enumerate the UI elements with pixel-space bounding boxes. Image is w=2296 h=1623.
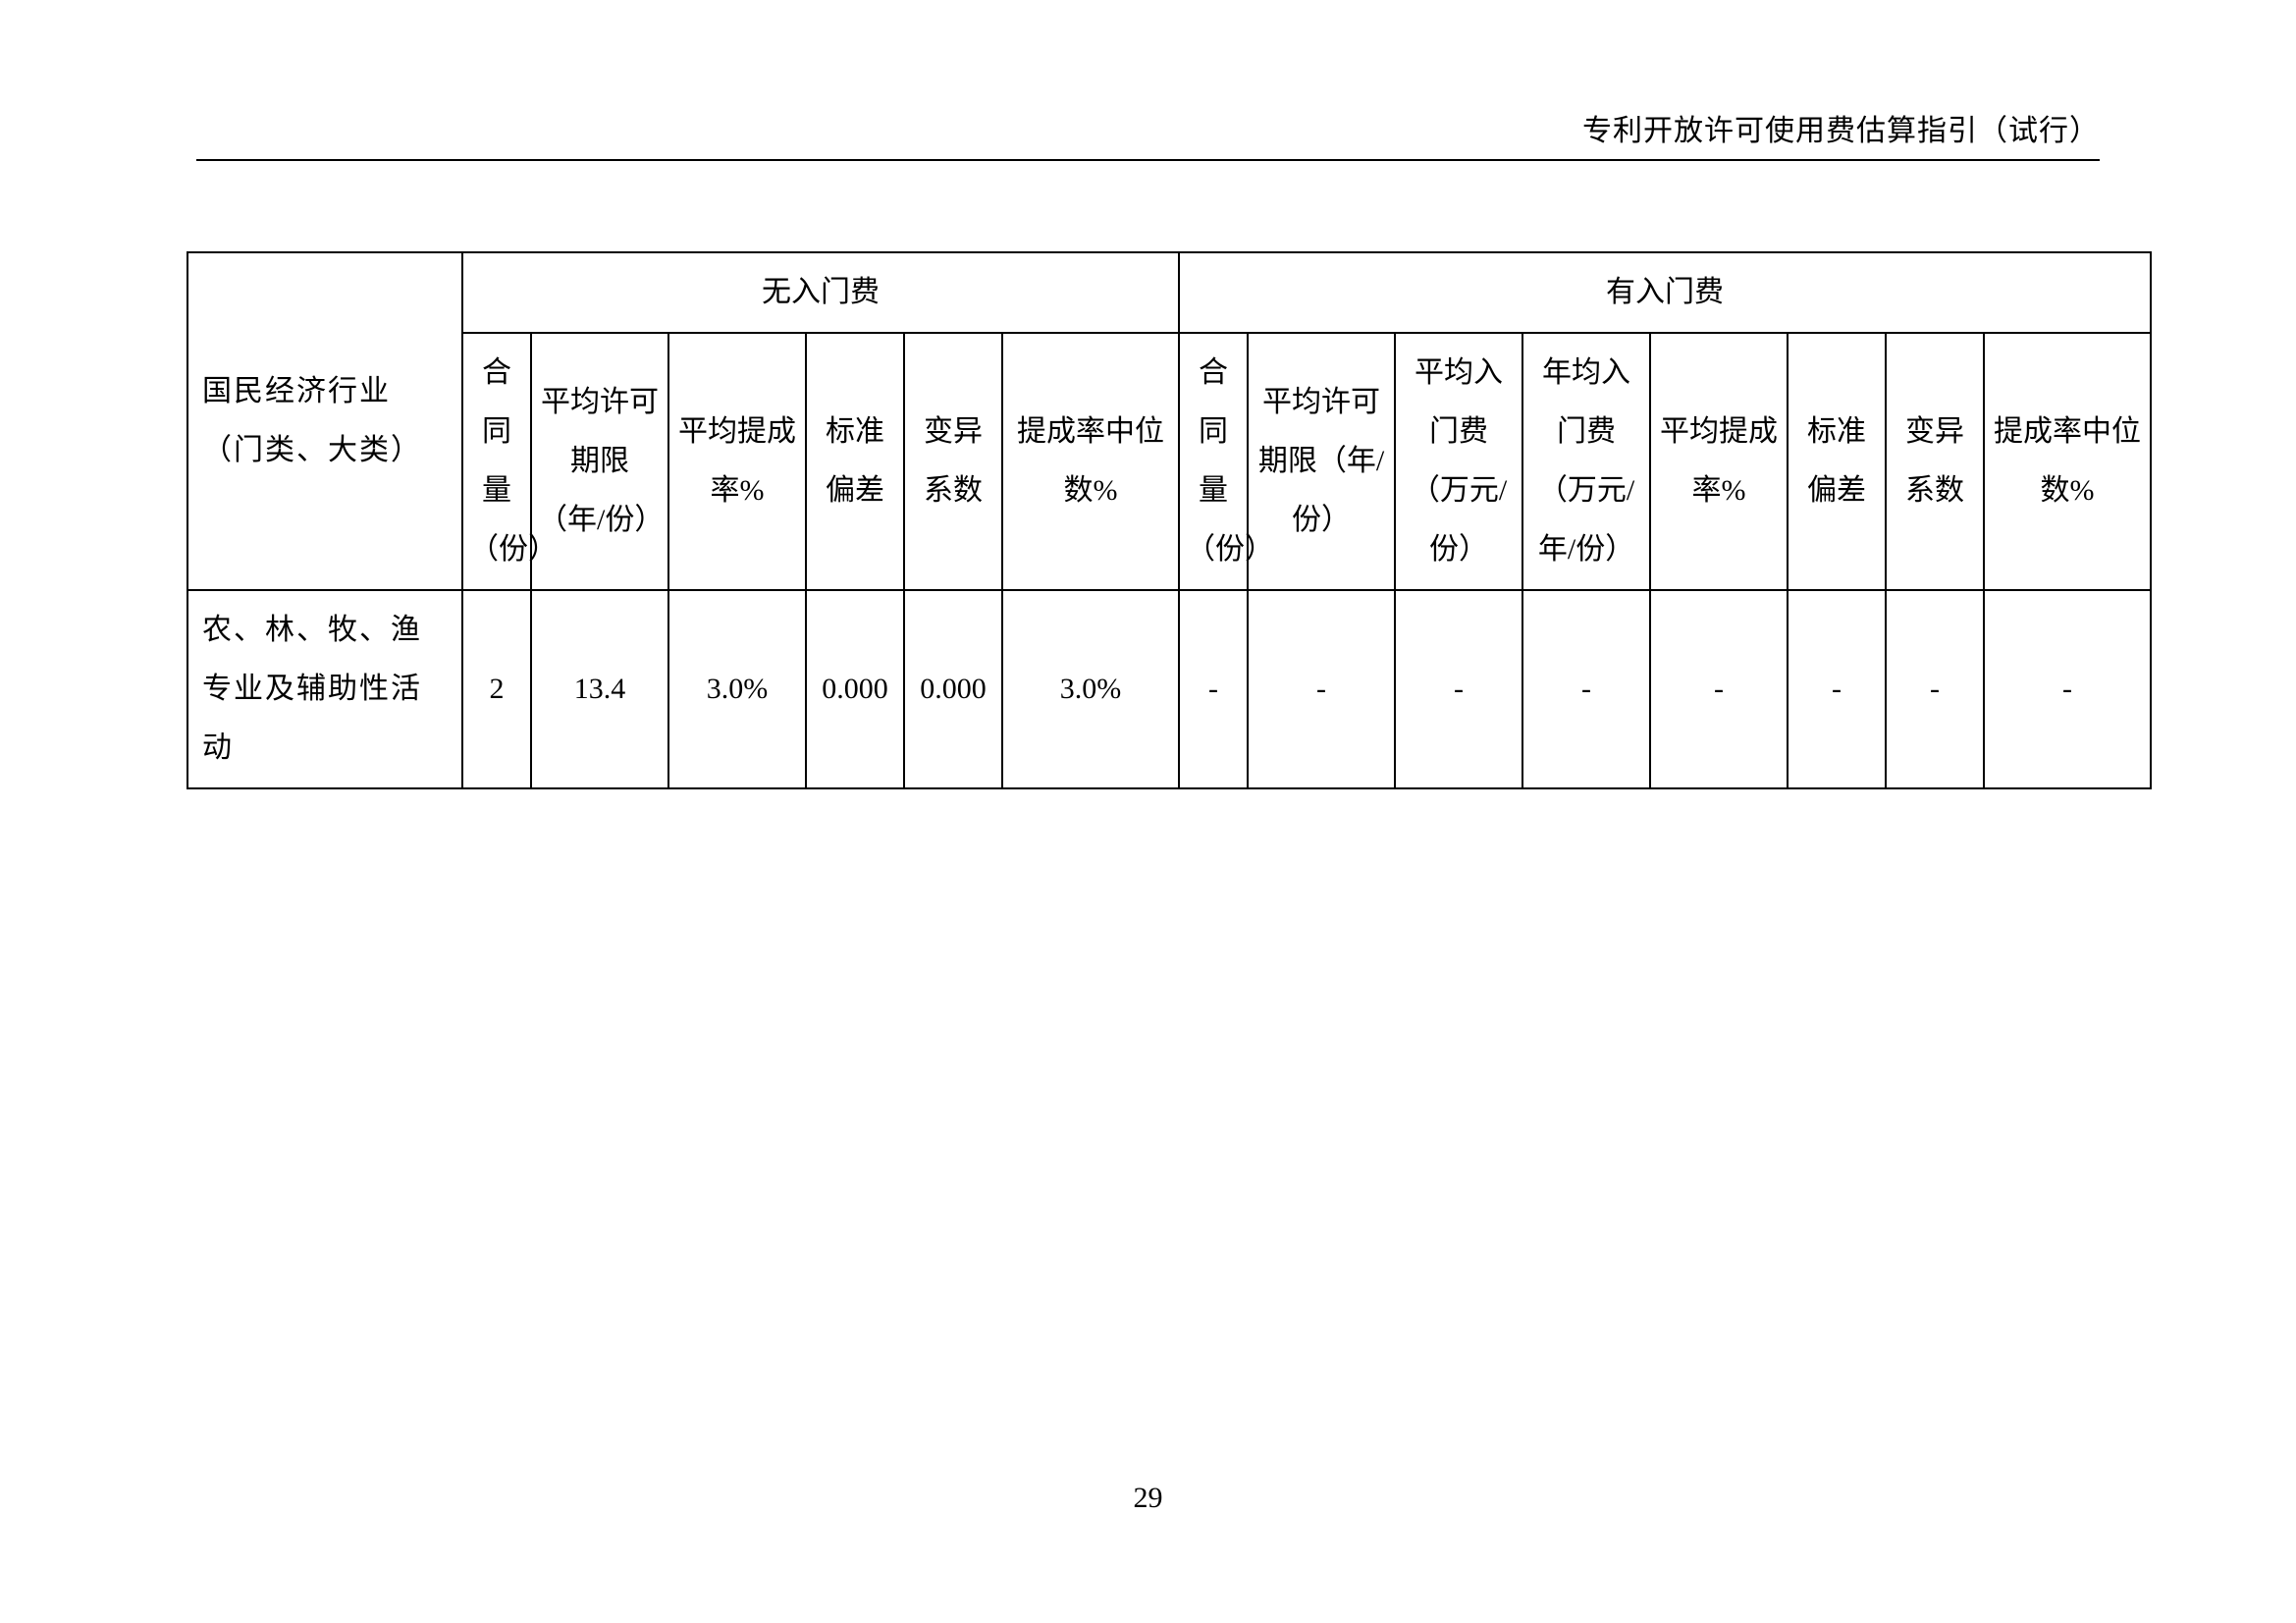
th-cv2: 变异系数 <box>1886 333 1984 590</box>
header-title: 专利开放许可使用费估算指引（试行） <box>1582 115 2100 147</box>
th-contract-qty2: 合同量（份） <box>1179 333 1248 590</box>
column-header-row: 合同量（份） 平均许可期限（年/份） 平均提成率% 标准偏差 变异系数 提成率中… <box>187 333 2151 590</box>
cell-avg-rate2: - <box>1650 590 1788 788</box>
cell-avg-rate: 3.0% <box>668 590 806 788</box>
cell-avg-entry-fee: - <box>1395 590 1522 788</box>
cell-annual-entry-fee: - <box>1522 590 1650 788</box>
th-contract-qty: 合同量（份） <box>462 333 531 590</box>
cell-avg-term2: - <box>1248 590 1395 788</box>
cell-std-dev: 0.000 <box>806 590 904 788</box>
th-annual-entry-fee: 年均入门费（万元/年/份） <box>1522 333 1650 590</box>
royalty-table: 国民经济行业（门类、大类） 无入门费 有入门费 合同量（份） 平均许可期限（年/… <box>187 251 2152 789</box>
th-avg-rate2: 平均提成率% <box>1650 333 1788 590</box>
th-cv: 变异系数 <box>904 333 1002 590</box>
page-header: 专利开放许可使用费估算指引（试行） <box>196 106 2100 161</box>
cell-contract-qty2: - <box>1179 590 1248 788</box>
th-median-rate: 提成率中位数% <box>1002 333 1179 590</box>
th-avg-entry-fee: 平均入门费（万元/份） <box>1395 333 1522 590</box>
cell-median-rate: 3.0% <box>1002 590 1179 788</box>
th-group-with-fee: 有入门费 <box>1179 252 2151 333</box>
th-avg-rate: 平均提成率% <box>668 333 806 590</box>
page-number: 29 <box>0 1482 2296 1515</box>
cell-industry: 农、林、牧、渔专业及辅助性活动 <box>187 590 462 788</box>
cell-median-rate2: - <box>1984 590 2151 788</box>
cell-cv: 0.000 <box>904 590 1002 788</box>
cell-contract-qty: 2 <box>462 590 531 788</box>
main-table-container: 国民经济行业（门类、大类） 无入门费 有入门费 合同量（份） 平均许可期限（年/… <box>187 251 2109 789</box>
table-row: 农、林、牧、渔专业及辅助性活动 2 13.4 3.0% 0.000 0.000 … <box>187 590 2151 788</box>
th-std-dev2: 标准偏差 <box>1788 333 1886 590</box>
th-group-no-fee: 无入门费 <box>462 252 1179 333</box>
th-median-rate2: 提成率中位数% <box>1984 333 2151 590</box>
cell-avg-term: 13.4 <box>531 590 668 788</box>
th-industry: 国民经济行业（门类、大类） <box>187 252 462 590</box>
group-header-row: 国民经济行业（门类、大类） 无入门费 有入门费 <box>187 252 2151 333</box>
th-std-dev: 标准偏差 <box>806 333 904 590</box>
cell-cv2: - <box>1886 590 1984 788</box>
cell-std-dev2: - <box>1788 590 1886 788</box>
